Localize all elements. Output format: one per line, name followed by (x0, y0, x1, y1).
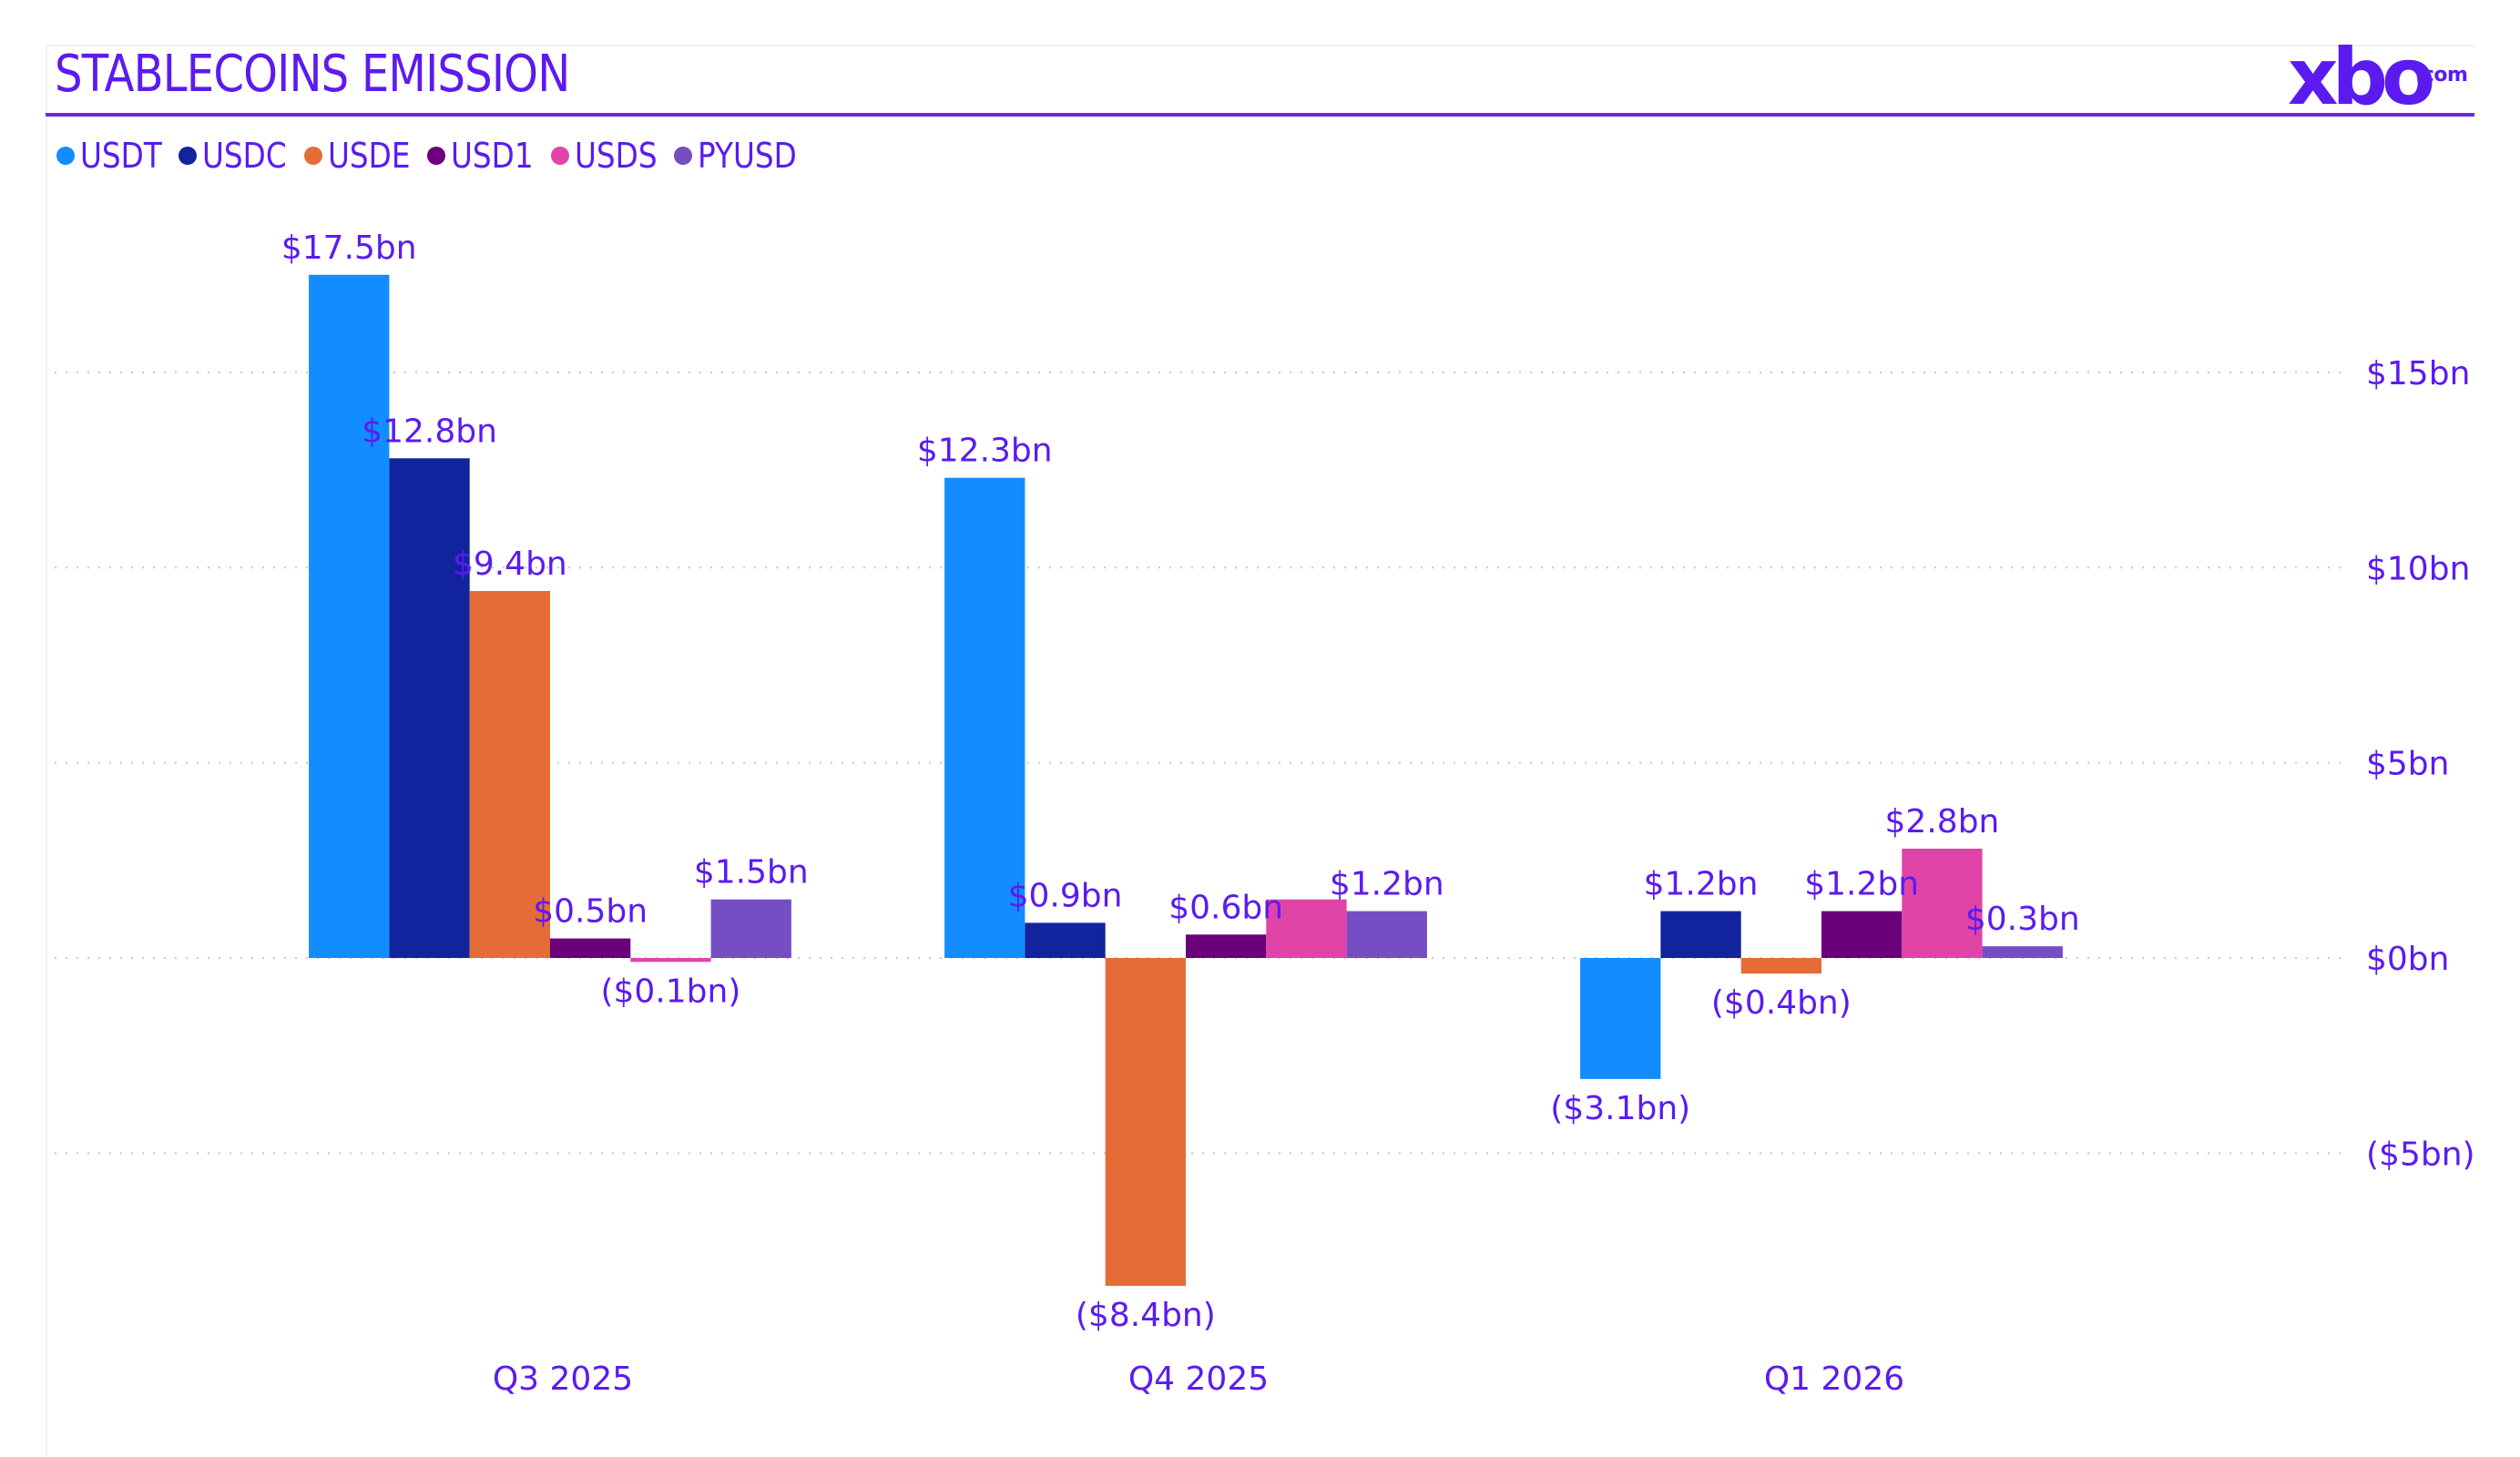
legend-item-usde[interactable]: USDE (304, 138, 414, 173)
title-underline (46, 113, 2474, 117)
data-label: $0.6bn (1168, 889, 1283, 926)
data-label: ($0.1bn) (600, 973, 740, 1010)
data-label: $1.2bn (1644, 866, 1759, 903)
chart-legend: USDT USDC USDE USD1 USDS PYUSD (56, 138, 804, 173)
logo-suffix: .com (2415, 64, 2468, 87)
legend-label: USDE (328, 136, 411, 176)
bar-usde-q3-2025 (469, 591, 550, 958)
bar-usds-q3-2025 (630, 958, 711, 963)
legend-dot-icon (550, 147, 569, 165)
chart-title: STABLECOINS EMISSION (55, 45, 570, 104)
bar-usds-q4-2025 (1266, 899, 1347, 958)
legend-label: USD1 (451, 136, 534, 176)
legend-label: PYUSD (698, 136, 797, 176)
data-label: $9.4bn (453, 545, 567, 583)
legend-item-usdc[interactable]: USDC (179, 138, 291, 173)
data-label: $1.2bn (1804, 866, 1919, 903)
y-tick-label: ($5bn) (2366, 1136, 2475, 1173)
legend-item-usd1[interactable]: USD1 (427, 138, 537, 173)
bar-usd1-q1-2026 (1821, 911, 1903, 958)
bar-usdt-q3-2025 (309, 274, 390, 958)
legend-dot-icon (56, 147, 75, 165)
data-label: $0.9bn (1008, 877, 1123, 914)
y-tick-label: $5bn (2366, 746, 2449, 783)
data-label: $12.3bn (917, 433, 1053, 470)
bar-usds-q1-2026 (1902, 848, 1983, 958)
logo-wordmark: xbo (2288, 32, 2435, 123)
data-label: $1.2bn (1330, 866, 1444, 903)
bar-usdt-q4-2025 (944, 477, 1025, 958)
bar-usde-q1-2026 (1740, 958, 1821, 974)
bar-usde-q4-2025 (1105, 958, 1186, 1287)
data-label: ($8.4bn) (1076, 1297, 1216, 1334)
legend-dot-icon (427, 147, 446, 165)
data-label: $1.5bn (694, 854, 809, 892)
y-tick-label: $10bn (2366, 550, 2470, 587)
bar-pyusd-q3-2025 (710, 899, 791, 958)
bars (309, 274, 2063, 1287)
bar-usd1-q3-2025 (550, 938, 631, 958)
data-label: ($0.4bn) (1711, 984, 1852, 1022)
data-label: ($3.1bn) (1550, 1090, 1690, 1127)
legend-dot-icon (304, 147, 323, 165)
data-label: $17.5bn (281, 229, 417, 267)
bar-usd1-q4-2025 (1186, 934, 1267, 958)
chart-panel (46, 45, 2474, 1457)
y-tick-label: $0bn (2366, 941, 2449, 978)
y-axis: $15bn $10bn $5bn $0bn ($5bn) (2366, 355, 2475, 1173)
bar-pyusd-q1-2026 (1982, 946, 2063, 958)
bar-usdc-q1-2026 (1660, 911, 1741, 958)
x-tick-label: Q4 2025 (1128, 1360, 1269, 1398)
legend-label: USDT (80, 136, 162, 176)
legend-dot-icon (674, 147, 693, 165)
bar-usdc-q4-2025 (1025, 922, 1106, 958)
legend-item-usdt[interactable]: USDT (56, 138, 166, 173)
x-tick-label: Q3 2025 (493, 1360, 633, 1398)
data-label: $0.3bn (1965, 901, 2080, 938)
x-axis: Q3 2025 Q4 2025 Q1 2026 (493, 1360, 1904, 1398)
legend-item-usds[interactable]: USDS (550, 136, 661, 176)
y-tick-label: $15bn (2366, 355, 2470, 392)
legend-label: USDS (574, 136, 658, 176)
legend-label: USDC (202, 136, 288, 176)
bar-usdc-q3-2025 (389, 458, 470, 958)
data-labels: $17.5bn $12.8bn $9.4bn $0.5bn ($0.1bn) $1.5bn… (281, 229, 2080, 1334)
data-label: $12.8bn (362, 413, 497, 450)
bar-pyusd-q4-2025 (1346, 911, 1427, 958)
bar-usdt-q1-2026 (1580, 958, 1661, 1079)
x-tick-label: Q1 2026 (1764, 1360, 1904, 1398)
data-label: $2.8bn (1885, 803, 2000, 841)
legend-dot-icon (179, 147, 198, 165)
data-label: $0.5bn (533, 893, 648, 931)
legend-item-pyusd[interactable]: PYUSD (674, 138, 804, 173)
